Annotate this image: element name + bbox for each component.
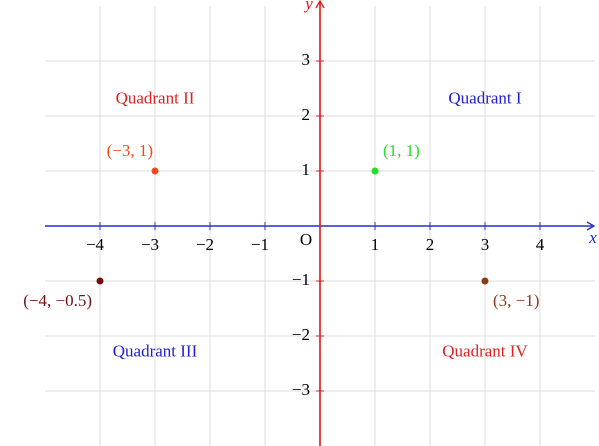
x-tick-label: −2 xyxy=(196,235,214,254)
point-label: (3, −1) xyxy=(493,291,539,310)
x-tick-label: 3 xyxy=(481,235,490,254)
x-tick-label: 2 xyxy=(426,235,435,254)
y-axis-label: y xyxy=(303,0,313,13)
quadrant-label: Quadrant IV xyxy=(442,341,528,360)
y-tick-label: 3 xyxy=(302,50,311,69)
x-tick-label: −3 xyxy=(141,235,159,254)
x-tick-label: −1 xyxy=(251,235,269,254)
origin-label: O xyxy=(300,230,312,249)
x-tick-label: −4 xyxy=(86,235,105,254)
point xyxy=(151,167,159,175)
quadrant-label: Quadrant III xyxy=(113,341,198,360)
y-tick-label: 1 xyxy=(302,160,311,179)
y-tick-label: −3 xyxy=(292,380,310,399)
point-label: (1, 1) xyxy=(383,141,420,160)
y-tick-label: −1 xyxy=(292,270,310,289)
x-axis-label: x xyxy=(588,228,597,247)
quadrant-label: Quadrant II xyxy=(116,88,195,107)
point xyxy=(371,167,379,175)
y-tick-label: −2 xyxy=(292,325,310,344)
y-tick-label: 2 xyxy=(302,105,311,124)
point-label: (−4, −0.5) xyxy=(23,291,92,310)
point-label: (−3, 1) xyxy=(107,141,153,160)
point xyxy=(96,277,104,285)
point xyxy=(481,277,489,285)
quadrant-label: Quadrant I xyxy=(448,88,522,107)
x-tick-label: 1 xyxy=(371,235,380,254)
x-tick-label: 4 xyxy=(536,235,545,254)
